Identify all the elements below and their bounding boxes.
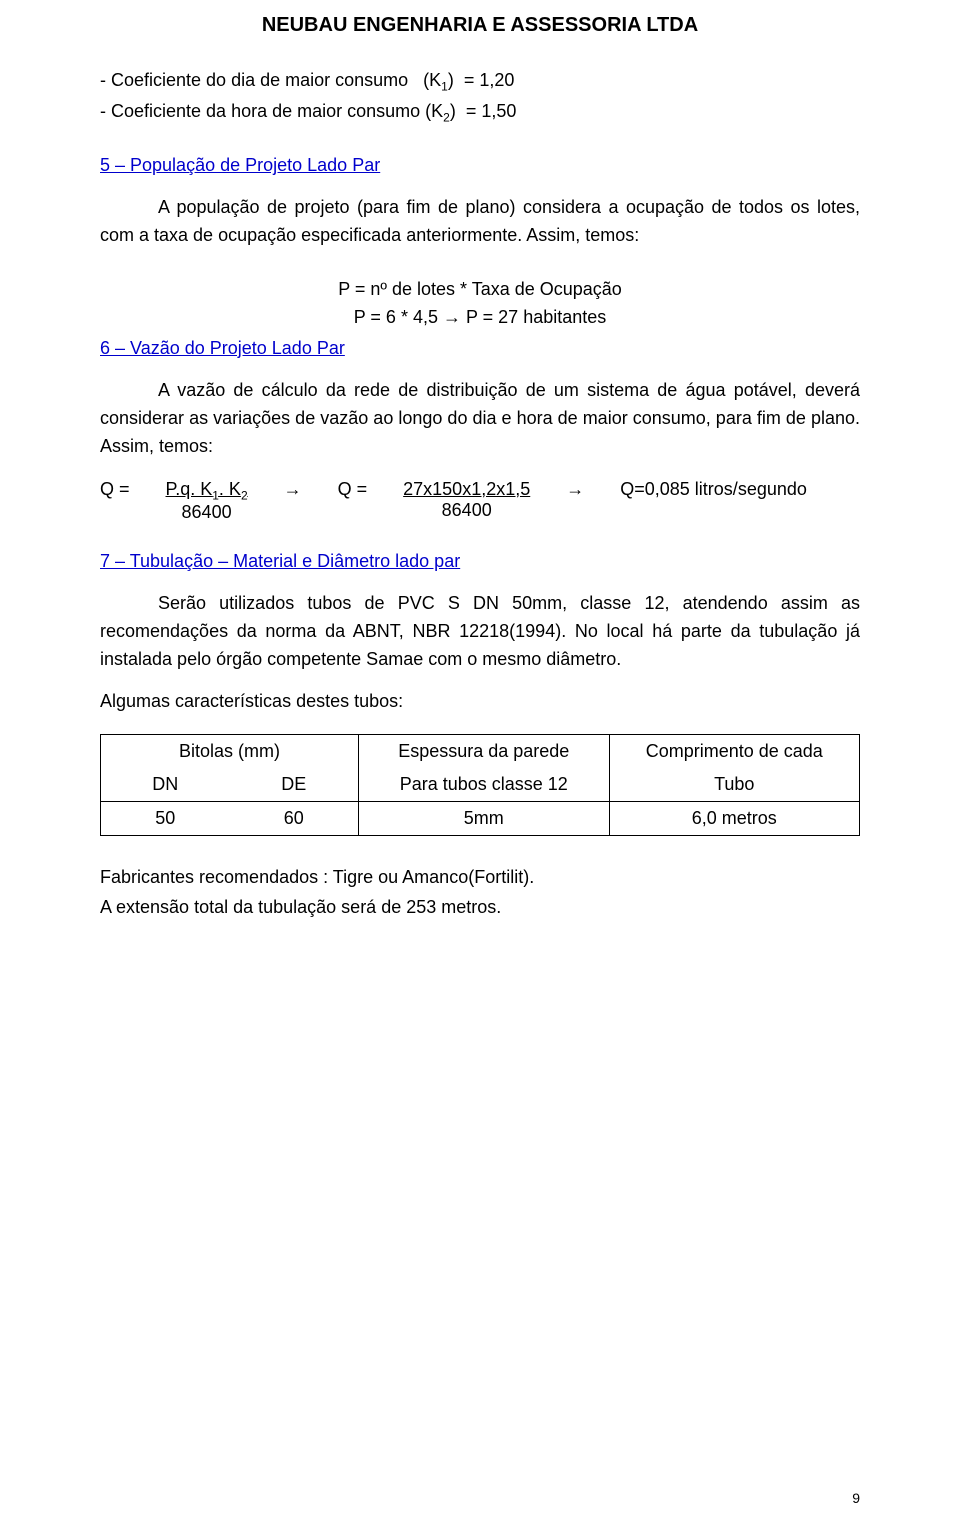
arrow-icon: →	[284, 479, 302, 500]
footer-line-1: Fabricantes recomendados : Tigre ou Aman…	[100, 864, 860, 892]
table-cell: Bitolas (mm)	[101, 734, 359, 768]
calc-result: Q=0,085 litros/segundo	[620, 479, 807, 500]
table-cell: Para tubos classe 12	[359, 768, 609, 802]
calc-mid-label: Q =	[338, 479, 368, 500]
table-cell: 5mm	[359, 801, 609, 835]
tube-characteristics-table: Bitolas (mm) Espessura da parede Comprim…	[100, 734, 860, 836]
table-cell: Espessura da parede	[359, 734, 609, 768]
section-6-paragraph: A vazão de cálculo da rede de distribuiç…	[100, 377, 860, 461]
formula-line-1: P = nº de lotes * Taxa de Ocupação	[100, 276, 860, 304]
calculation-row: Q = P.q. K1. K2 86400 → Q = 27x150x1,2x1…	[100, 479, 860, 524]
arrow-icon: →	[566, 479, 584, 500]
section-6-heading: 6 – Vazão do Projeto Lado Par	[100, 338, 860, 359]
table-data-row: 50 60 5mm 6,0 metros	[101, 801, 860, 835]
page-title: NEUBAU ENGENHARIA E ASSESSORIA LTDA	[100, 14, 860, 37]
formula-line-2: P = 6 * 4,5 → P = 27 habitantes	[100, 304, 860, 332]
table-cell: 50	[101, 801, 230, 835]
table-cell: 60	[230, 801, 359, 835]
section-7-paragraph-2: Algumas características destes tubos:	[100, 688, 860, 716]
table-cell: 6,0 metros	[609, 801, 860, 835]
section-5-paragraph: A população de projeto (para fim de plan…	[100, 194, 860, 250]
table-cell: Tubo	[609, 768, 860, 802]
section-5-heading: 5 – População de Projeto Lado Par	[100, 155, 860, 176]
calc-lhs-fraction: P.q. K1. K2 86400	[166, 479, 248, 524]
footer-line-2: A extensão total da tubulação será de 25…	[100, 894, 860, 922]
coef-line-1: - Coeficiente do dia de maior consumo (K…	[100, 67, 860, 96]
section-7-paragraph-1: Serão utilizados tubos de PVC S DN 50mm,…	[100, 590, 860, 674]
coef-line-2: - Coeficiente da hora de maior consumo (…	[100, 98, 860, 127]
calc-lhs-label: Q =	[100, 479, 130, 500]
section-7-heading: 7 – Tubulação – Material e Diâmetro lado…	[100, 551, 860, 572]
calc-mid-fraction: 27x150x1,2x1,5 86400	[403, 479, 530, 521]
table-cell: Comprimento de cada	[609, 734, 860, 768]
formula-block: P = nº de lotes * Taxa de Ocupação P = 6…	[100, 276, 860, 332]
page-number: 9	[852, 1490, 860, 1506]
table-header-row-1: Bitolas (mm) Espessura da parede Comprim…	[101, 734, 860, 768]
table-cell: DN	[101, 768, 230, 802]
document-page: NEUBAU ENGENHARIA E ASSESSORIA LTDA - Co…	[0, 0, 960, 1526]
table-header-row-2: DN DE Para tubos classe 12 Tubo	[101, 768, 860, 802]
table-cell: DE	[230, 768, 359, 802]
